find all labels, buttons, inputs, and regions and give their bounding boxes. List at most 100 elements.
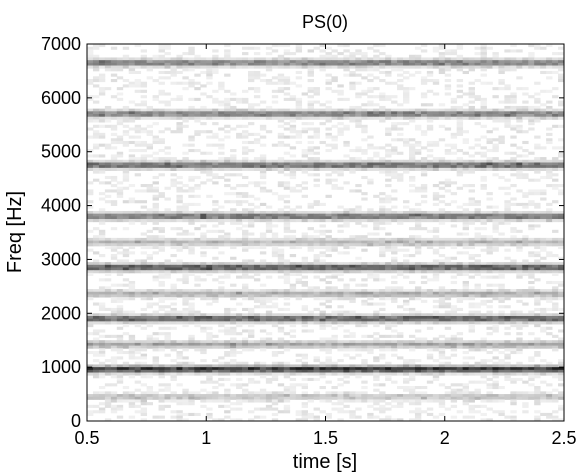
spectrogram-cell [456,307,464,311]
spectrogram-cell [546,114,553,118]
spectrogram-cell [87,229,94,233]
spectrogram-cell [295,114,303,118]
spectrogram-cell [480,243,487,247]
spectrogram-cell [253,364,261,368]
spectrogram-cell [498,270,505,274]
spectrogram-cell [87,367,94,371]
spectrogram-cell [361,291,368,295]
spectrogram-cell [373,213,380,217]
spectrogram-cell [432,159,440,163]
spectrogram-cell [438,259,446,263]
spectrogram-cell [92,251,100,255]
spectrogram-cell [385,111,392,115]
spectrogram-cell [432,235,440,239]
spectrogram-cell [552,65,559,69]
spectrogram-cell [540,46,547,50]
spectrogram-cell [164,52,171,56]
spectrogram-cell [158,138,165,142]
spectrogram-cell [146,302,153,306]
spectrogram-cell [468,210,475,215]
spectrogram-cell [510,345,517,349]
spectrogram-cell [361,162,368,166]
spectrogram-cell [391,259,398,263]
spectrogram-cell [462,62,469,66]
spectrogram-cell [546,264,553,268]
spectrogram-cell [462,219,469,223]
spectrogram-cell [277,135,285,139]
spectrogram-cell [313,60,320,64]
spectrogram-cell [450,213,458,217]
spectrogram-cell [122,243,130,247]
spectrogram-cell [224,178,231,182]
spectrogram-cell [444,111,452,115]
spectrogram-cell [224,60,231,64]
spectrogram-cell [528,105,535,110]
spectrogram-cell [516,108,523,112]
spectrogram-cell [516,367,523,371]
spectrogram-cell [188,321,195,325]
spectrogram-cell [486,216,493,220]
spectrogram-cell [522,100,529,104]
spectrogram-cell [289,291,297,295]
spectrogram-cell [397,213,404,217]
spectrogram-cell [516,248,523,252]
spectrogram-cell [146,318,153,322]
spectrogram-cell [552,178,559,182]
spectrogram-cell [259,143,267,147]
spectrogram-cell [349,65,356,69]
spectrogram-cell [468,342,475,346]
spectrogram-cell [110,313,118,317]
spectrogram-cell [474,165,481,169]
spectrogram-cell [319,232,326,236]
spectrogram-cell [104,240,112,244]
spectrogram-cell [92,302,100,306]
spectrogram-cell [140,111,148,115]
spectrogram-cell [140,143,148,147]
spectrogram-cell [212,216,219,220]
spectrogram-cell [236,264,243,268]
spectrogram-cell [331,138,338,142]
spectrogram-cell [230,364,237,368]
spectrogram-cell [456,162,464,166]
spectrogram-cell [152,159,159,163]
spectrogram-cell [403,248,410,252]
spectrogram-cell [104,114,112,118]
spectrogram-cell [98,208,106,212]
spectrogram-cell [265,321,273,325]
spectrogram-cell [373,332,380,336]
spectrogram-cell [420,81,428,85]
spectrogram-cell [450,146,458,150]
spectrogram-cell [122,54,130,58]
spectrogram-cell [146,256,153,260]
spectrogram-cell [331,162,338,166]
spectrogram-cell [480,364,487,368]
spectrogram-cell [426,364,434,368]
spectrogram-cell [146,313,153,317]
spectrogram-cell [200,294,207,298]
spectrogram-cell [122,227,130,231]
spectrogram-cell [444,65,452,69]
spectrogram-cell [212,60,219,64]
spectrogram-cell [271,237,279,241]
spectrogram-cell [408,342,416,346]
spectrogram-cell [408,151,416,155]
spectrogram-cell [408,189,416,193]
spectrogram-cell [552,264,559,268]
spectrogram-cell [289,340,297,344]
spectrogram-cell [498,297,505,301]
spectrogram-cell [146,124,153,128]
spectrogram-cell [253,95,261,99]
spectrogram-cell [218,100,225,104]
spectrogram-cell [528,192,535,196]
spectrogram-cell [534,337,541,341]
spectrogram-cell [116,348,124,352]
spectrogram-cell [492,167,499,171]
spectrogram-cell [504,221,511,225]
spectrogram-cell [337,159,344,163]
spectrogram-cell [259,186,267,190]
spectrogram-cell [480,49,487,53]
spectrogram-cell [403,100,410,104]
spectrogram-cell [158,326,165,330]
spectrogram-cell [176,108,183,112]
spectrogram-cell [152,165,159,169]
